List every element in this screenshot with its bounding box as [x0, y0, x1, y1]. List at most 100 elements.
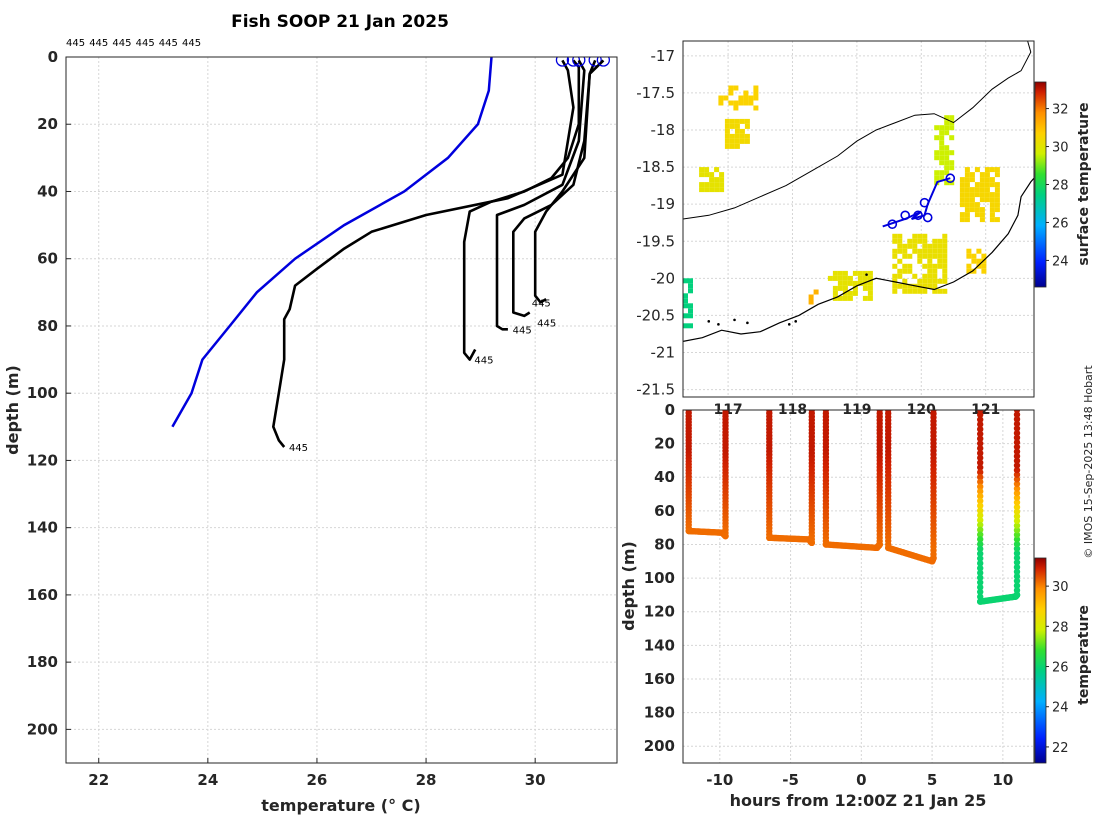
sst-pixel	[733, 85, 739, 91]
sst-pixel	[979, 212, 985, 218]
top-profile-label: 445	[136, 38, 155, 49]
temperature-point	[977, 574, 984, 581]
x-tick-label: 0	[856, 771, 866, 789]
sst-pixel	[981, 253, 987, 259]
sst-pixel	[964, 212, 970, 218]
temperature-point	[977, 440, 984, 447]
sst-pixel	[969, 177, 975, 183]
temperature-point	[808, 410, 815, 414]
sst-pixel	[932, 243, 938, 249]
sst-pixel	[729, 133, 735, 139]
profile-start-marker	[588, 57, 602, 67]
sst-pixel	[922, 263, 928, 269]
colorbar-tick-label: 24	[1052, 254, 1069, 269]
sst-pixel	[912, 288, 918, 294]
temperature-point	[1013, 425, 1021, 432]
temperature-point	[977, 469, 984, 476]
temperature-point	[977, 464, 984, 471]
temperature-point	[1013, 457, 1021, 464]
sst-pixel	[959, 202, 965, 208]
map-y-tick-label: -17.5	[636, 84, 675, 102]
profile-start-marker	[596, 57, 611, 67]
sst-pixel	[979, 217, 985, 223]
temperature-point	[977, 473, 984, 481]
temperature-point	[1013, 573, 1021, 580]
sst-pixel	[969, 187, 975, 193]
depth-time-colorbar	[1034, 557, 1047, 764]
colorbar-tick-label: 26	[1052, 661, 1069, 676]
sst-pixel	[989, 167, 995, 173]
sst-pixel	[714, 167, 720, 173]
sst-pixel	[932, 288, 938, 294]
profile-y-axis-label: depth (m)	[3, 365, 22, 455]
sst-pixel	[989, 192, 995, 198]
temperature-point	[977, 540, 984, 548]
temperature-point	[1013, 550, 1021, 557]
sst-pixel	[912, 233, 918, 239]
sst-pixel	[937, 253, 943, 259]
sst-pixel	[981, 268, 987, 274]
sst-pixel	[964, 177, 970, 183]
top-profile-label: 445	[182, 38, 201, 49]
sst-pixel	[734, 123, 740, 129]
sst-pixel	[939, 175, 945, 181]
profile-axes-box	[65, 56, 618, 764]
sst-pixel	[959, 182, 965, 188]
sst-pixel	[902, 243, 908, 249]
sst-pixel	[857, 280, 863, 286]
sst-pixel	[971, 253, 977, 259]
temperature-point	[1013, 499, 1021, 506]
sst-pixel	[753, 95, 759, 101]
sst-pixel	[714, 187, 720, 193]
sst-pixel	[734, 118, 740, 124]
sst-pixel	[862, 275, 868, 281]
sst-pixel	[832, 290, 838, 296]
credit-text: © IMOS 15-Sep-2025 13:48 Hobart	[1082, 365, 1095, 559]
sst-pixel	[994, 202, 1000, 208]
temperature-point	[1013, 531, 1021, 538]
profile-start-marker	[566, 57, 581, 67]
sst-pixel	[733, 100, 739, 106]
y-tick-label: 40	[654, 468, 675, 486]
sst-pixel	[922, 288, 928, 294]
sst-pixel	[949, 165, 955, 171]
sst-pixel	[944, 130, 950, 136]
sst-pixel	[744, 138, 750, 144]
map-panel: 117118119120121-17-17.5-18-18.5-19-19.5-…	[636, 40, 1092, 418]
sst-pixel	[724, 128, 730, 134]
sst-pixel	[949, 135, 955, 141]
temperature-point	[977, 545, 984, 553]
sst-pixel	[892, 248, 898, 254]
map-colorbar-label: surface temperature	[1076, 102, 1092, 265]
sst-pixel	[738, 95, 744, 101]
sst-pixel	[813, 289, 819, 295]
sst-pixel	[922, 233, 928, 239]
sst-pixel	[959, 187, 965, 193]
sst-pixel	[852, 280, 858, 286]
sst-pixel	[683, 303, 688, 309]
temperature-point	[977, 459, 984, 466]
sst-pixel	[969, 192, 975, 198]
sst-pixel	[942, 233, 948, 239]
sst-pixel	[917, 238, 923, 244]
sst-pixel	[867, 285, 873, 291]
sst-pixel	[704, 187, 710, 193]
sst-pixel	[969, 202, 975, 208]
sst-pixel	[949, 125, 955, 131]
y-tick-label: 160	[27, 586, 58, 604]
sst-pixel	[867, 295, 873, 301]
sst-pixel	[937, 288, 943, 294]
y-tick-label: 40	[37, 182, 58, 200]
sst-pixel	[976, 248, 982, 254]
sst-pixel	[974, 192, 980, 198]
temperature-point	[977, 483, 984, 490]
sst-pixel	[832, 285, 838, 291]
sst-pixel	[939, 140, 945, 146]
sst-pixel	[862, 280, 868, 286]
profile-label: 445	[289, 443, 308, 454]
sst-pixel	[753, 105, 759, 111]
sst-pixel	[724, 133, 730, 139]
isobath-line	[683, 41, 1032, 220]
sst-pixel	[743, 100, 749, 106]
sst-pixel	[969, 197, 975, 203]
